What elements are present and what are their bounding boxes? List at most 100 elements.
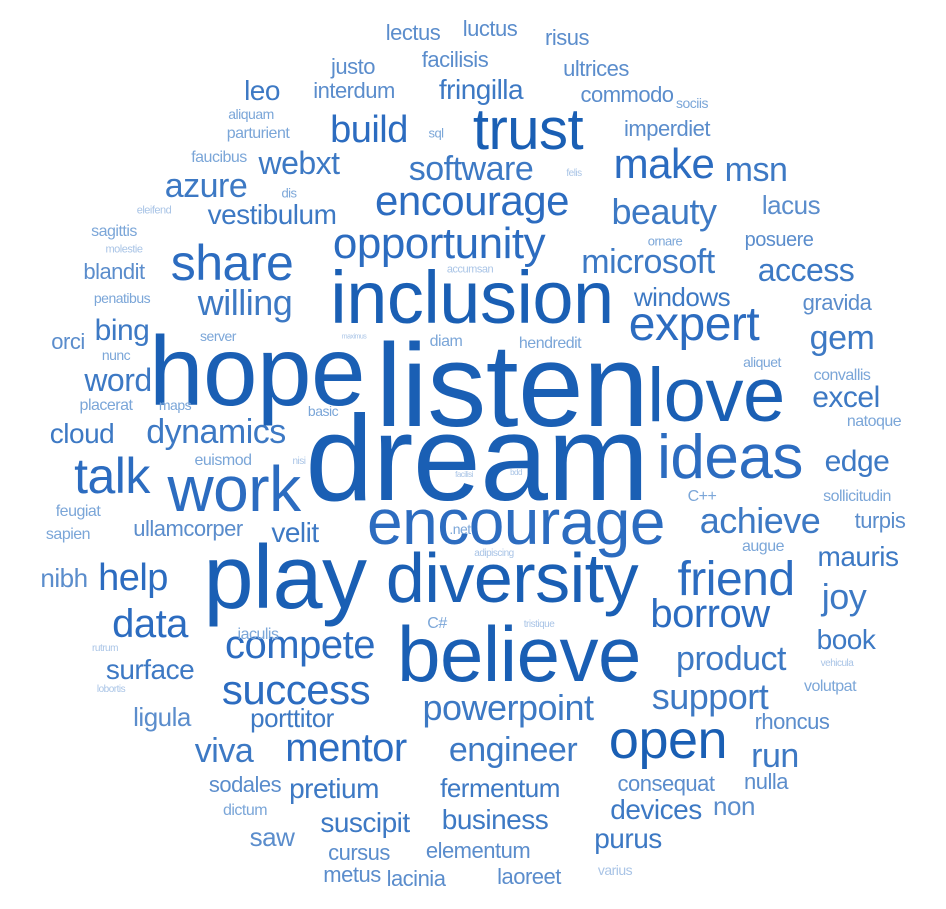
word-borrow: borrow (650, 592, 770, 636)
word-dictum: dictum (222, 802, 268, 819)
word-vehicula: vehicula (820, 658, 854, 669)
word-parturient: parturient (226, 125, 290, 142)
word-commodo: commodo (580, 82, 674, 107)
word-help: help (98, 557, 168, 599)
word-dream: dream (305, 390, 649, 526)
word-ullamcorper: ullamcorper (133, 516, 243, 541)
word-opportunity: opportunity (332, 219, 546, 268)
word-nulla: nulla (744, 769, 788, 794)
word-work: work (167, 453, 301, 525)
word-mauris: mauris (817, 541, 899, 572)
word-microsoft: microsoft (581, 243, 715, 281)
word-aliquet: aliquet (743, 354, 781, 370)
word-laoreet: laoreet (497, 864, 561, 889)
word-inclusion: inclusion (330, 256, 614, 339)
word-molestie: molestie (105, 243, 143, 256)
word-consequat: consequat (617, 771, 715, 796)
word-csharp: C# (427, 615, 447, 632)
word-felis: felis (566, 168, 582, 179)
word-vestibulum: vestibulum (207, 199, 337, 230)
word-cpp: C++ (687, 488, 717, 505)
word-adipiscing: adipiscing (474, 548, 514, 559)
word-windows: windows (633, 282, 731, 312)
word-hope: hope (148, 316, 366, 426)
word-lacus: lacus (761, 190, 821, 220)
word-saw: saw (249, 822, 295, 852)
word-lectus: lectus (385, 20, 441, 45)
word-purus: purus (594, 823, 662, 854)
word-basic: basic (307, 403, 339, 419)
word-penatibus: penatibus (93, 290, 151, 306)
word-edge: edge (824, 445, 890, 478)
word-ideas: ideas (657, 423, 803, 492)
word-run: run (751, 737, 799, 775)
word-metus: metus (323, 862, 381, 887)
word-engineer: engineer (448, 731, 578, 769)
word-pretium: pretium (289, 773, 379, 804)
word-azure: azure (164, 167, 248, 205)
word-encourage: encourage (367, 486, 665, 558)
word-listen: listen (375, 320, 649, 452)
word-compete: compete (225, 623, 375, 667)
word-love: love (647, 353, 785, 438)
word-expert: expert (628, 298, 760, 351)
word-play: play (203, 528, 367, 628)
word-maximus: maximus (341, 333, 367, 341)
word-trust: trust (472, 97, 584, 162)
word-server: server (200, 328, 236, 344)
word-posuere: posuere (744, 229, 814, 251)
word-software: software (408, 150, 534, 188)
word-excel: excel (812, 381, 880, 414)
word-lobortis: lobortis (96, 684, 126, 695)
word-bdd: bdd (510, 468, 522, 477)
word-build: build (330, 109, 408, 151)
word-suscipit: suscipit (320, 807, 410, 838)
word-natoque: natoque (846, 413, 902, 430)
word-nisi: nisi (292, 456, 306, 467)
word-tristique: tristique (523, 619, 555, 630)
word-volutpat: volutpat (803, 678, 857, 695)
word-interdum: interdum (313, 78, 395, 103)
word-varius: varius (597, 862, 633, 878)
word-sollicitudin: sollicitudin (823, 488, 891, 505)
word-fermentum: fermentum (440, 773, 560, 803)
word-non: non (713, 791, 755, 821)
word-facilisi: facilisi (455, 470, 473, 479)
word-gem: gem (809, 319, 875, 357)
word-orci: orci (51, 329, 85, 354)
word-blandit: blandit (83, 259, 145, 284)
word-diversity: diversity (385, 539, 639, 617)
word-ultrices: ultrices (563, 56, 629, 81)
word-access: access (757, 252, 855, 288)
word-book: book (816, 624, 876, 655)
word-dynamics: dynamics (146, 413, 286, 451)
word-eleifend: eleifend (136, 204, 172, 217)
word-diam: diam (429, 333, 463, 350)
word-cursus: cursus (328, 840, 390, 865)
word-joy: joy (821, 576, 867, 617)
word-open: open (608, 710, 728, 770)
word-rhoncus: rhoncus (754, 709, 830, 734)
word-beauty: beauty (611, 191, 717, 232)
word-mentor: mentor (285, 726, 407, 770)
word-rutrum: rutrum (92, 643, 118, 654)
word-nibh: nibh (40, 563, 88, 593)
word-willing: willing (197, 282, 293, 323)
word-word: word (84, 362, 152, 398)
word-make: make (613, 140, 715, 187)
word-sociis: sociis (675, 95, 709, 111)
word-msn: msn (724, 151, 788, 189)
word-success: success (221, 666, 371, 713)
word-friend: friend (677, 553, 795, 606)
word-placerat: placerat (79, 397, 133, 414)
word-accumsan: accumsan (446, 263, 494, 276)
word-facilisis: facilisis (421, 47, 489, 72)
word-viva: viva (194, 732, 254, 770)
word-encourage-2: encourage (375, 177, 570, 224)
word-ornare: ornare (647, 233, 683, 249)
word-ligula: ligula (133, 702, 191, 732)
word-sql: sql (428, 125, 444, 141)
word-gravida: gravida (802, 290, 872, 315)
word-business: business (441, 804, 549, 835)
